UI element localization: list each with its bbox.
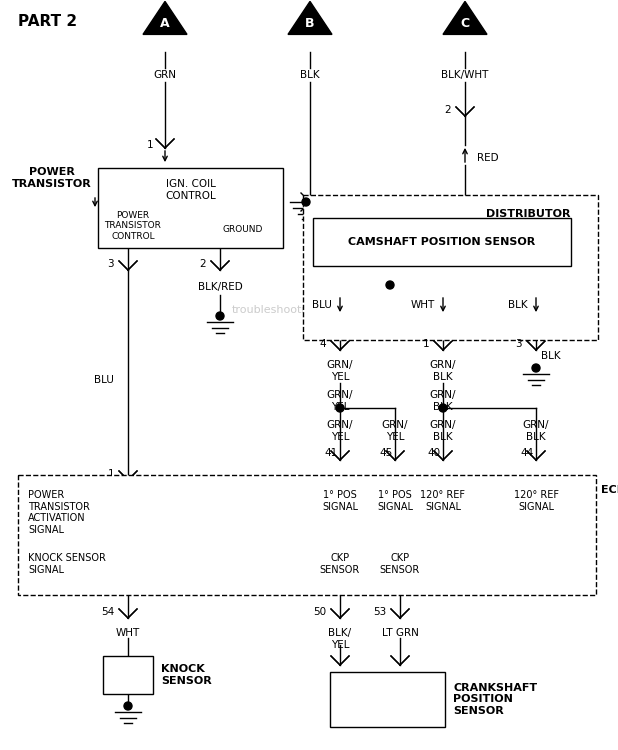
FancyBboxPatch shape xyxy=(303,195,598,340)
Circle shape xyxy=(532,364,540,372)
Text: GROUND: GROUND xyxy=(223,226,263,235)
Text: GRN/
YEL: GRN/ YEL xyxy=(327,420,353,442)
Text: POWER
TRANSISTOR
ACTIVATION
SIGNAL: POWER TRANSISTOR ACTIVATION SIGNAL xyxy=(28,490,90,535)
FancyBboxPatch shape xyxy=(330,672,445,727)
Text: 45: 45 xyxy=(379,448,393,458)
Text: 120° REF
SIGNAL: 120° REF SIGNAL xyxy=(514,490,559,512)
Text: BLK: BLK xyxy=(509,300,528,310)
Text: 3: 3 xyxy=(515,339,522,349)
FancyBboxPatch shape xyxy=(313,218,571,266)
Text: PART 2: PART 2 xyxy=(18,14,77,29)
Text: GRN/
YEL: GRN/ YEL xyxy=(327,360,353,382)
Text: 44: 44 xyxy=(521,448,534,458)
Text: 50: 50 xyxy=(313,607,326,617)
Text: GRN/
BLK: GRN/ BLK xyxy=(430,420,456,442)
Text: ECM: ECM xyxy=(601,485,618,495)
Text: B: B xyxy=(305,17,315,30)
Text: 120° REF
SIGNAL: 120° REF SIGNAL xyxy=(420,490,465,512)
Text: 1: 1 xyxy=(146,140,153,150)
Text: GRN/
BLK: GRN/ BLK xyxy=(430,360,456,382)
Text: BLK/WHT: BLK/WHT xyxy=(441,70,489,80)
Text: DISTRIBUTOR
ASSEMBLY: DISTRIBUTOR ASSEMBLY xyxy=(486,209,570,231)
Text: BLU: BLU xyxy=(94,375,114,385)
Text: 4: 4 xyxy=(320,339,326,349)
FancyBboxPatch shape xyxy=(103,656,153,694)
Circle shape xyxy=(216,312,224,320)
Polygon shape xyxy=(143,2,187,34)
Text: LT GRN: LT GRN xyxy=(381,628,418,638)
Text: 1: 1 xyxy=(422,339,429,349)
Text: POWER
TRANSISTOR: POWER TRANSISTOR xyxy=(12,167,92,189)
Text: WHT: WHT xyxy=(411,300,435,310)
FancyBboxPatch shape xyxy=(98,168,283,248)
Circle shape xyxy=(439,404,447,412)
Text: POWER
TRANSISTOR
CONTROL: POWER TRANSISTOR CONTROL xyxy=(104,211,161,241)
Polygon shape xyxy=(443,2,487,34)
Text: GRN: GRN xyxy=(153,70,177,80)
Text: 2: 2 xyxy=(200,259,206,269)
Text: 53: 53 xyxy=(373,607,386,617)
Text: 1: 1 xyxy=(108,469,114,479)
Text: WHT: WHT xyxy=(116,628,140,638)
Text: KNOCK
SENSOR: KNOCK SENSOR xyxy=(161,664,212,686)
Text: 1° POS
SIGNAL: 1° POS SIGNAL xyxy=(377,490,413,512)
Text: CKP
SENSOR: CKP SENSOR xyxy=(320,553,360,574)
Text: BLK/RED: BLK/RED xyxy=(198,282,242,292)
Text: GRN/
BLK: GRN/ BLK xyxy=(523,420,549,442)
Text: C: C xyxy=(460,17,470,30)
Text: IGN. COIL
CONTROL: IGN. COIL CONTROL xyxy=(165,179,216,201)
Text: BLK/
YEL: BLK/ YEL xyxy=(328,628,352,650)
Text: 54: 54 xyxy=(101,607,114,617)
Text: GRN/
YEL: GRN/ YEL xyxy=(382,420,408,442)
Text: BLK: BLK xyxy=(541,351,561,361)
Circle shape xyxy=(386,281,394,289)
Text: 2: 2 xyxy=(444,105,451,115)
Text: troubleshootmyvehicle.com: troubleshootmyvehicle.com xyxy=(231,305,387,315)
Text: 3: 3 xyxy=(108,259,114,269)
Text: 1° POS
SIGNAL: 1° POS SIGNAL xyxy=(322,490,358,512)
Text: BLK: BLK xyxy=(300,70,320,80)
Text: GRN/
BLK: GRN/ BLK xyxy=(430,390,456,412)
Text: 41: 41 xyxy=(324,448,338,458)
Text: CKP
SENSOR: CKP SENSOR xyxy=(380,553,420,574)
Text: RED: RED xyxy=(477,153,499,163)
Text: CRANKSHAFT
POSITION
SENSOR: CRANKSHAFT POSITION SENSOR xyxy=(453,683,537,716)
Text: A: A xyxy=(160,17,170,30)
FancyBboxPatch shape xyxy=(18,475,596,595)
Text: CAMSHAFT POSITION SENSOR: CAMSHAFT POSITION SENSOR xyxy=(349,237,536,247)
Circle shape xyxy=(336,404,344,412)
Text: KNOCK SENSOR
SIGNAL: KNOCK SENSOR SIGNAL xyxy=(28,553,106,574)
Polygon shape xyxy=(288,2,332,34)
Circle shape xyxy=(124,702,132,710)
Text: GRN/
YEL: GRN/ YEL xyxy=(327,390,353,412)
Text: BLU: BLU xyxy=(312,300,332,310)
Circle shape xyxy=(302,198,310,206)
Text: 40: 40 xyxy=(428,448,441,458)
